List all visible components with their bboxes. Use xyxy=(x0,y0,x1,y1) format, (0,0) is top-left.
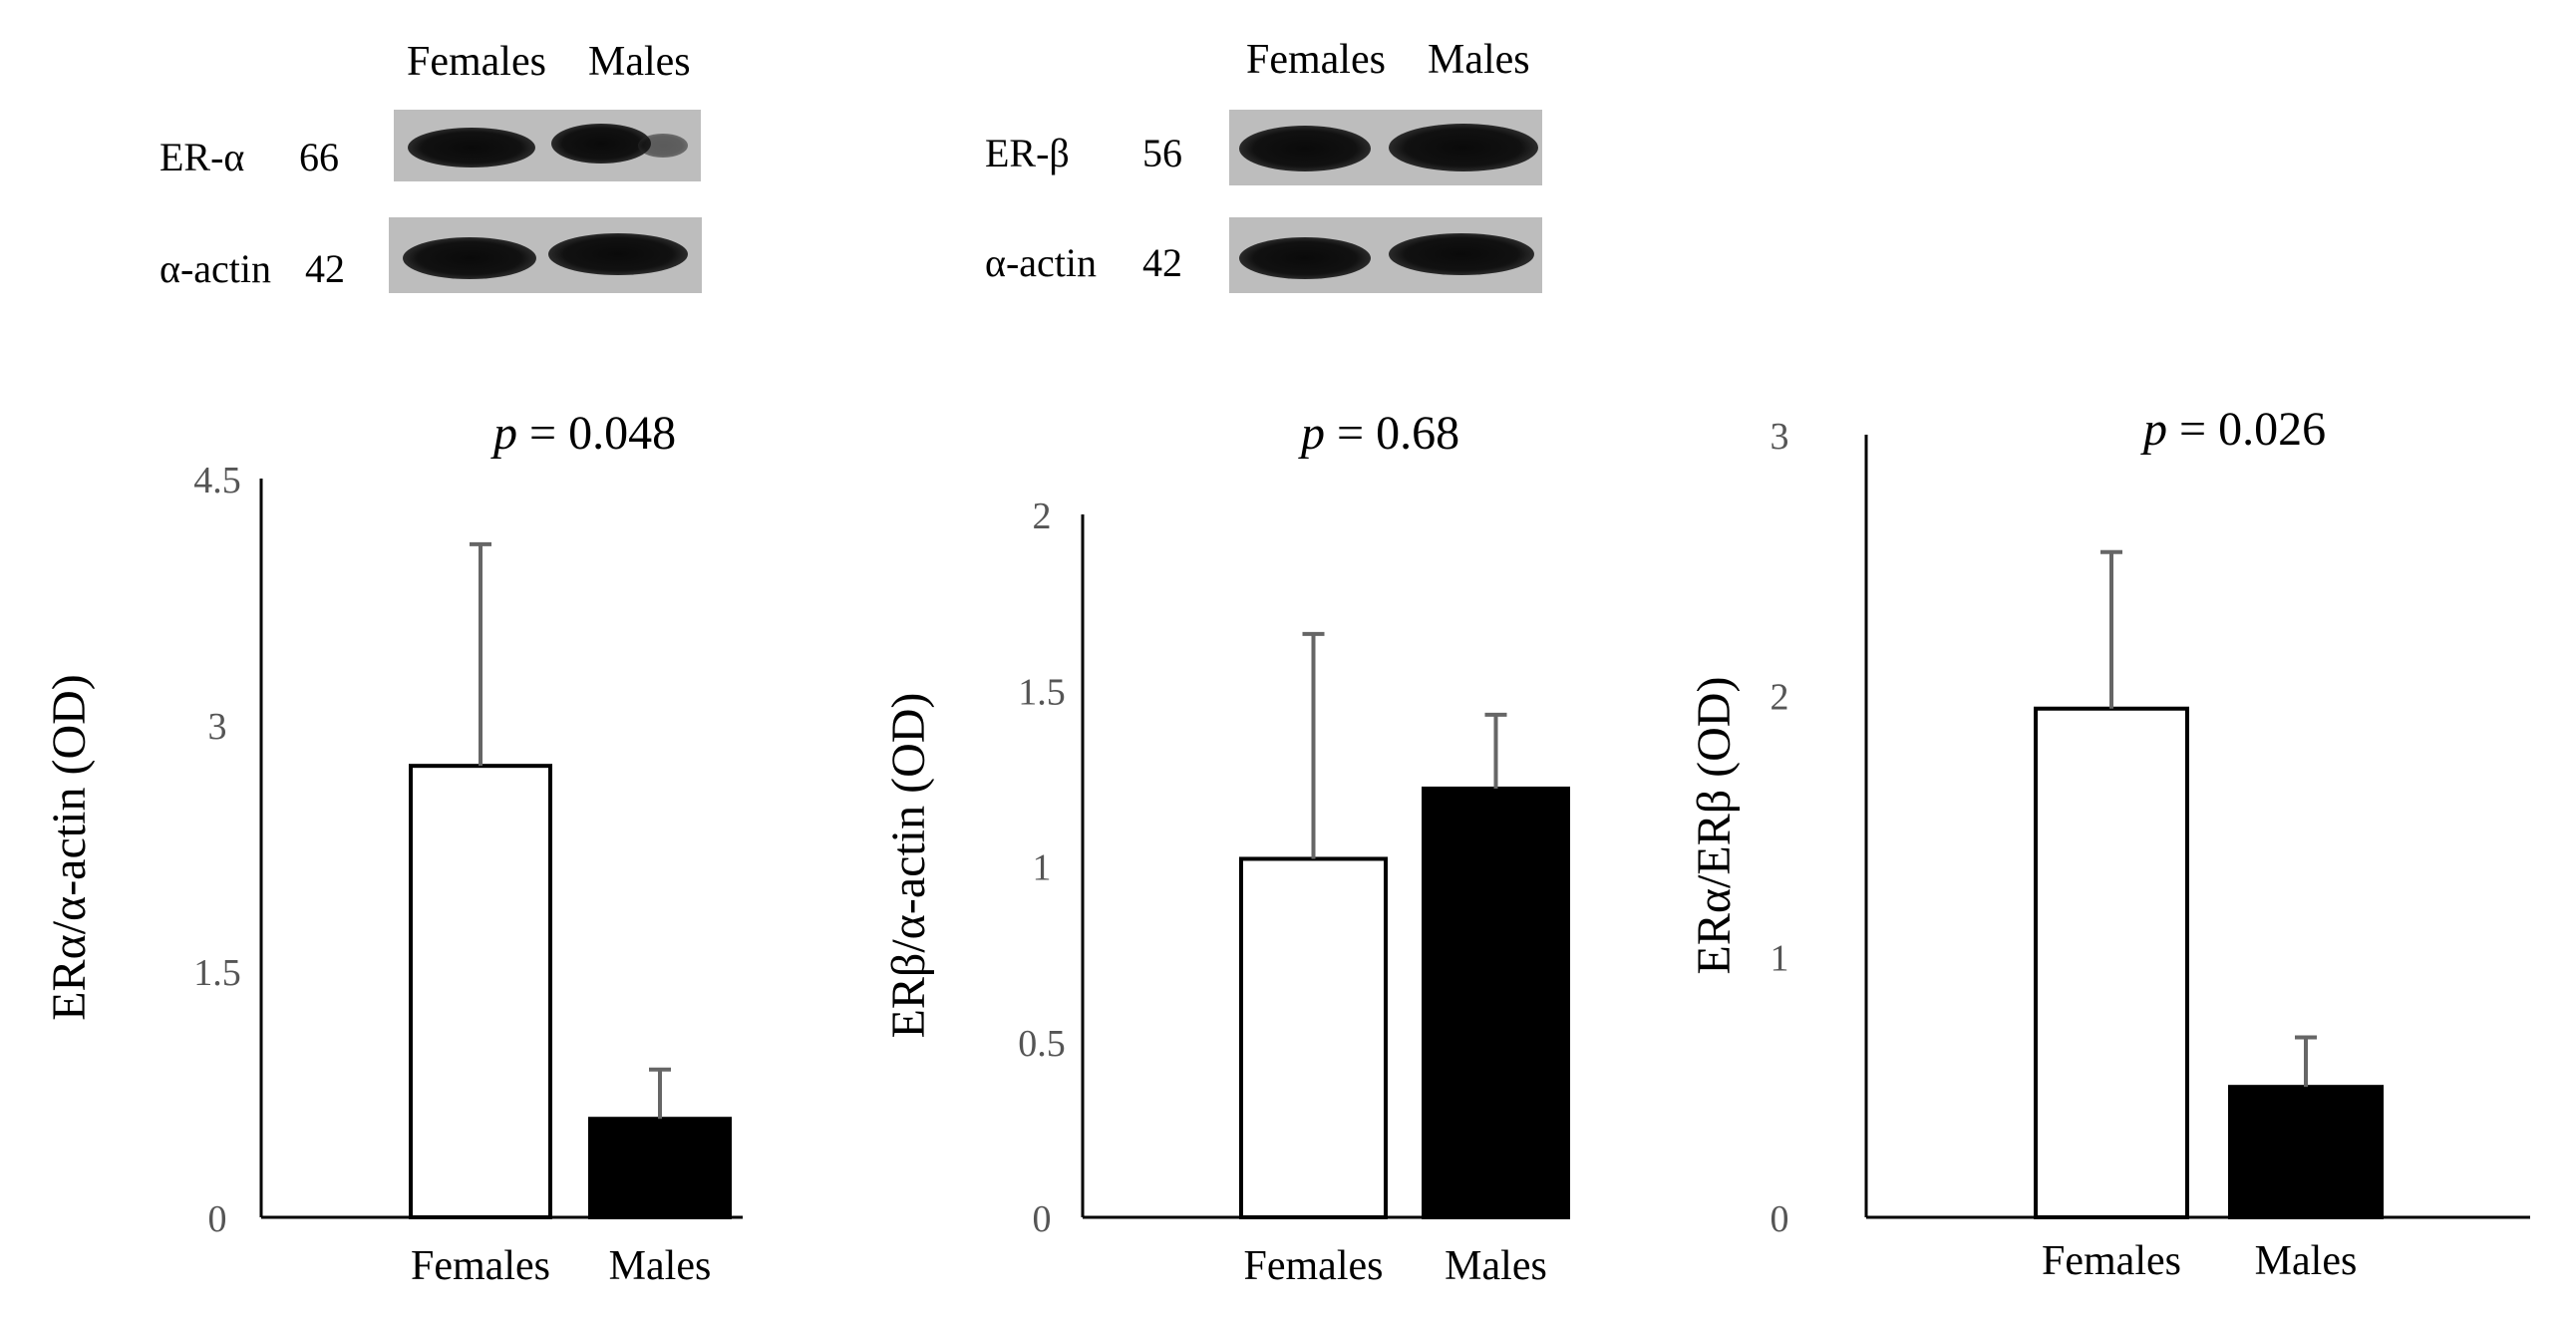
blot-band xyxy=(1389,233,1534,275)
p-symbol: p xyxy=(490,407,517,460)
bar-males xyxy=(1422,786,1570,1219)
blot-column-label-females: Females xyxy=(1246,37,1386,83)
blot-strip-er-alpha xyxy=(394,110,701,181)
p-value-annotation: p = 0.026 xyxy=(2140,403,2326,456)
x-category-label: Males xyxy=(609,1243,712,1289)
blot-row-protein-label: α-actin xyxy=(160,246,272,291)
y-tick-label: 3 xyxy=(208,706,227,748)
y-tick-label: 4.5 xyxy=(193,460,241,501)
p-value-annotation: p = 0.048 xyxy=(490,407,676,460)
blot-row-kda-label: 56 xyxy=(1142,131,1182,175)
y-tick-label: 0.5 xyxy=(1018,1023,1066,1065)
blot-column-label-males: Males xyxy=(1428,37,1530,83)
y-tick-label: 1 xyxy=(1033,847,1052,889)
blot-band xyxy=(1389,124,1538,171)
blot-row-protein-label: ER-α xyxy=(160,135,245,179)
bar-females xyxy=(2034,706,2189,1219)
blot-band xyxy=(548,233,688,275)
blot-band xyxy=(638,134,688,158)
x-category-label: Females xyxy=(2042,1238,2181,1284)
blot-row-kda-label: 66 xyxy=(299,135,339,179)
y-axis-label: ERα/α-actin (OD) xyxy=(43,674,96,1021)
blot-row-kda-label: 42 xyxy=(1142,240,1182,285)
y-tick-label: 2 xyxy=(1771,677,1789,719)
y-tick-label: 0 xyxy=(208,1198,227,1240)
blot-band xyxy=(403,237,536,279)
bar-females xyxy=(1239,856,1388,1219)
bar-females xyxy=(409,764,552,1220)
p-value-text: = 0.68 xyxy=(1325,407,1459,460)
bar-males xyxy=(588,1117,732,1219)
y-axis-label: ERα/ERβ (OD) xyxy=(1688,677,1741,975)
blot-row-protein-label: ER-β xyxy=(985,131,1070,175)
p-value-text: = 0.048 xyxy=(517,407,676,460)
p-value-annotation: p = 0.68 xyxy=(1298,407,1459,460)
blot-band xyxy=(1239,126,1371,171)
x-category-label: Males xyxy=(2255,1238,2358,1284)
bar-males xyxy=(2228,1085,2384,1219)
x-category-label: Males xyxy=(1445,1243,1547,1289)
blot-strip-actin xyxy=(389,217,702,293)
p-symbol: p xyxy=(2140,403,2167,456)
blot-band xyxy=(408,128,535,167)
blot-strip-actin xyxy=(1229,217,1542,293)
blot-band xyxy=(1239,237,1371,279)
y-tick-label: 1.5 xyxy=(193,952,241,994)
y-tick-label: 0 xyxy=(1033,1198,1052,1240)
blot-strip-er-beta xyxy=(1229,110,1542,185)
blot-column-label-females: Females xyxy=(407,39,546,85)
x-category-label: Females xyxy=(411,1243,550,1289)
blot-band xyxy=(551,124,651,164)
y-tick-label: 2 xyxy=(1033,496,1052,537)
y-tick-label: 0 xyxy=(1771,1198,1789,1240)
y-tick-label: 3 xyxy=(1771,416,1789,458)
x-category-label: Females xyxy=(1244,1243,1384,1289)
y-tick-label: 1.5 xyxy=(1018,671,1066,713)
p-symbol: p xyxy=(1298,407,1325,460)
p-value-text: = 0.026 xyxy=(2167,403,2326,456)
y-tick-label: 1 xyxy=(1771,937,1789,979)
blot-column-label-males: Males xyxy=(588,39,691,85)
y-axis-label: ERβ/α-actin (OD) xyxy=(882,693,935,1039)
blot-row-protein-label: α-actin xyxy=(985,240,1098,285)
blot-row-kda-label: 42 xyxy=(305,246,345,291)
